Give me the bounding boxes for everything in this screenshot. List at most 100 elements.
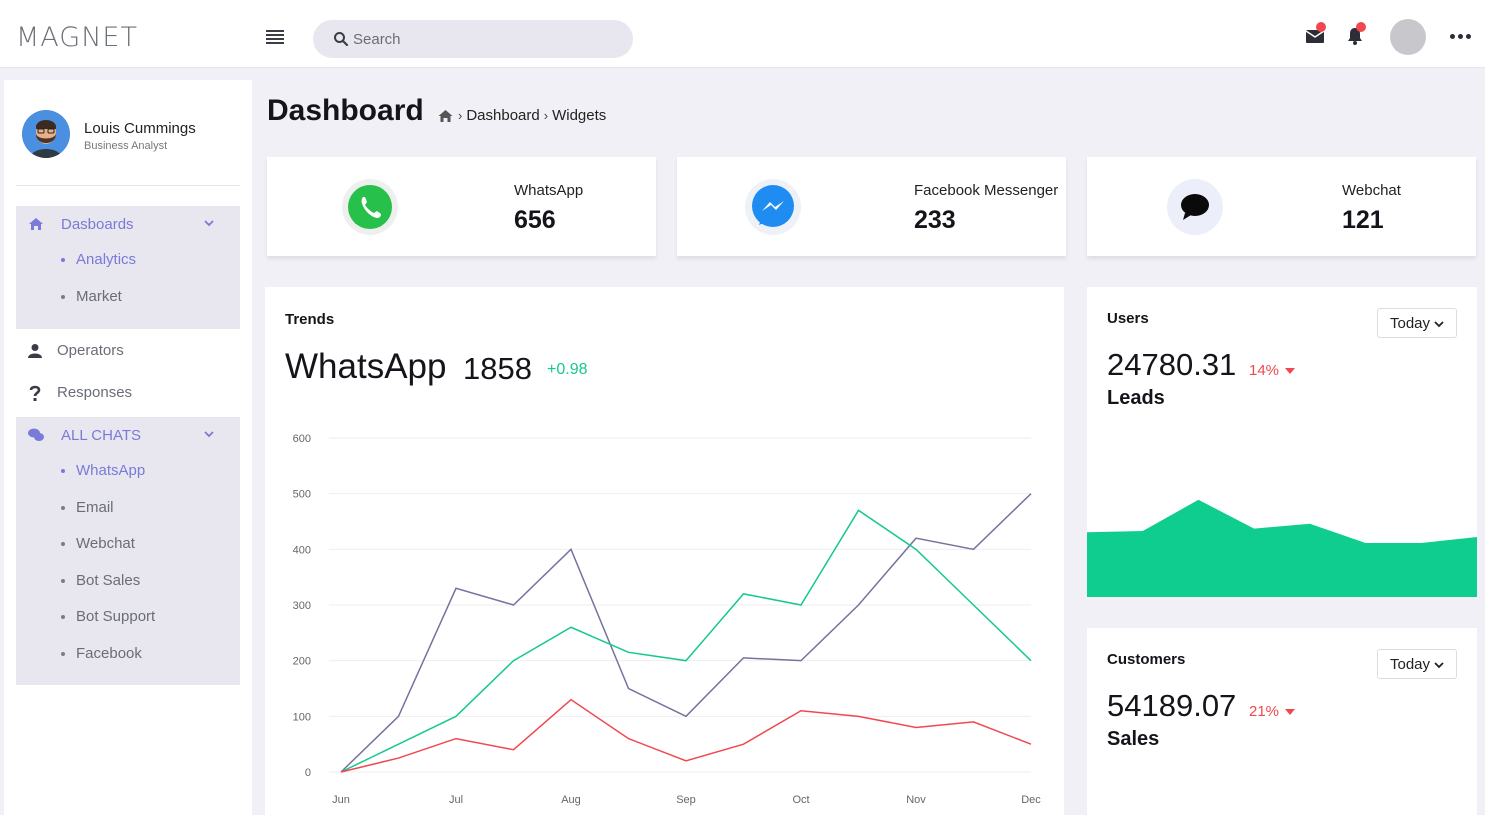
sidebar-item-all-chats[interactable]: ALL CHATS (16, 417, 240, 453)
trends-title: Trends (285, 311, 335, 328)
y-tick-label: 500 (293, 489, 311, 501)
sidebar-item-analytics[interactable]: Analytics (16, 242, 240, 279)
series-line-1 (340, 509, 1032, 773)
x-tick-label: Sep (676, 794, 696, 806)
more-options-icon[interactable] (1450, 34, 1471, 39)
sidebar-item-label: Webchat (76, 535, 135, 552)
sidebar-item-whatsapp[interactable]: WhatsApp (16, 453, 240, 490)
users-label: Leads (1107, 387, 1165, 409)
stat-label: WhatsApp (514, 182, 584, 199)
top-bar: MAGNET (0, 0, 1485, 68)
sidebar-item-label: Analytics (76, 251, 137, 268)
bullet-icon (61, 578, 65, 583)
y-tick-label: 300 (293, 600, 311, 612)
caret-down-icon (1285, 708, 1296, 715)
bell-notification-dot (1356, 22, 1366, 32)
page-title: Dashboard (267, 94, 424, 127)
bullet-icon (61, 542, 65, 546)
dashboards-menu-group: Dasboards Analytics Market (16, 206, 240, 329)
chats-menu-group: ALL CHATS WhatsApp Email Webchat Bot Sal… (16, 417, 240, 685)
x-tick-label: Jul (449, 794, 463, 806)
mail-notification-dot (1316, 22, 1326, 32)
stat-card-webchat: Webchat 121 (1087, 157, 1476, 256)
sidebar-item-dashboards[interactable]: Dasboards (16, 206, 240, 242)
customers-label: Sales (1107, 728, 1160, 750)
sidebar-item-operators[interactable]: Operators (16, 333, 240, 369)
period-label: Today (1390, 656, 1431, 673)
bullet-icon (61, 505, 65, 510)
y-tick-label: 100 (293, 711, 311, 723)
stat-value: 656 (514, 206, 556, 234)
series-line-2 (340, 698, 1032, 773)
x-tick-label: Dec (1021, 794, 1041, 806)
sidebar-item-responses[interactable]: Responses (16, 375, 240, 411)
customers-percent: 21% (1249, 703, 1296, 720)
hamburger-menu-icon[interactable] (266, 30, 284, 44)
users-percent-value: 14% (1249, 362, 1280, 379)
breadcrumb-item[interactable]: Dashboard (466, 107, 540, 124)
chevron-down-icon (1434, 321, 1444, 328)
trends-total: 1858 (463, 351, 532, 386)
sidebar-item-label: Dasboards (61, 216, 134, 233)
search-box[interactable] (313, 20, 633, 58)
sidebar-item-market[interactable]: Market (16, 279, 240, 316)
breadcrumb-item: Widgets (552, 107, 607, 124)
sidebar-item-bot-sales[interactable]: Bot Sales (16, 563, 240, 600)
y-tick-label: 200 (293, 656, 311, 668)
sidebar-item-facebook[interactable]: Facebook (16, 636, 240, 673)
x-tick-label: Nov (906, 794, 926, 806)
stat-value: 121 (1342, 206, 1384, 234)
user-avatar[interactable] (1390, 19, 1426, 55)
y-tick-label: 400 (293, 544, 311, 556)
bullet-icon (61, 294, 65, 299)
bullet-icon (61, 651, 65, 656)
y-tick-label: 0 (305, 767, 311, 779)
whatsapp-icon (342, 179, 398, 235)
breadcrumb-separator-icon: › (458, 108, 463, 123)
breadcrumb: › Dashboard › Widgets (437, 107, 606, 124)
caret-down-icon (1285, 367, 1296, 374)
profile-avatar[interactable] (22, 110, 70, 158)
bell-icon[interactable] (1345, 22, 1366, 46)
trends-card: Trends WhatsApp 1858 +0.98 0 100 200 300 400… (265, 287, 1064, 815)
sidebar-item-label: Email (76, 498, 114, 516)
x-tick-label: Oct (792, 794, 809, 806)
sidebar-item-label: Bot Sales (76, 571, 141, 589)
bullet-icon (61, 258, 65, 262)
users-period-select[interactable]: Today (1377, 308, 1457, 338)
sidebar-item-label: Operators (57, 342, 124, 359)
customers-period-select[interactable]: Today (1377, 649, 1457, 679)
y-tick-label: 600 (293, 433, 311, 445)
app-logo[interactable]: MAGNET (16, 22, 138, 53)
sidebar-item-webchat[interactable]: Webchat (16, 526, 240, 563)
home-icon[interactable] (437, 109, 454, 123)
sidebar-item-label: Facebook (76, 644, 142, 662)
sidebar-item-label: ALL CHATS (61, 427, 142, 444)
mail-icon[interactable] (1305, 22, 1326, 46)
search-input[interactable] (353, 29, 613, 49)
sidebar-item-bot-support[interactable]: Bot Support (16, 599, 240, 636)
sidebar-item-email[interactable]: Email (16, 490, 240, 527)
user-icon (28, 344, 42, 358)
customers-amount: 54189.07 (1107, 688, 1237, 723)
chat-bubbles-icon (28, 428, 44, 441)
stat-value: 233 (914, 206, 956, 234)
sidebar-item-label: Market (76, 287, 122, 305)
trends-line-chart: 0 100 200 300 400 500 600 Jun Jul Aug Sep Oct Nov Dec (293, 433, 1042, 806)
sidebar-item-label: Responses (57, 384, 133, 401)
users-title: Users (1107, 310, 1149, 327)
users-percent: 14% (1249, 362, 1296, 379)
sidebar-item-label: Bot Support (76, 608, 156, 625)
profile-name: Louis Cummings (84, 120, 196, 137)
chevron-down-icon (204, 220, 214, 227)
customers-percent-value: 21% (1249, 703, 1280, 720)
sidebar: Louis Cummings Business Analyst Dasboard… (4, 80, 252, 815)
profile-section: Louis Cummings Business Analyst (16, 110, 240, 186)
bullet-icon (61, 615, 65, 619)
stat-card-messenger: Facebook Messenger 233 (677, 157, 1066, 256)
home-icon (29, 218, 43, 230)
bullet-icon (61, 469, 65, 473)
area-fill (1087, 499, 1477, 597)
question-icon (29, 385, 41, 401)
customers-title: Customers (1107, 651, 1186, 668)
